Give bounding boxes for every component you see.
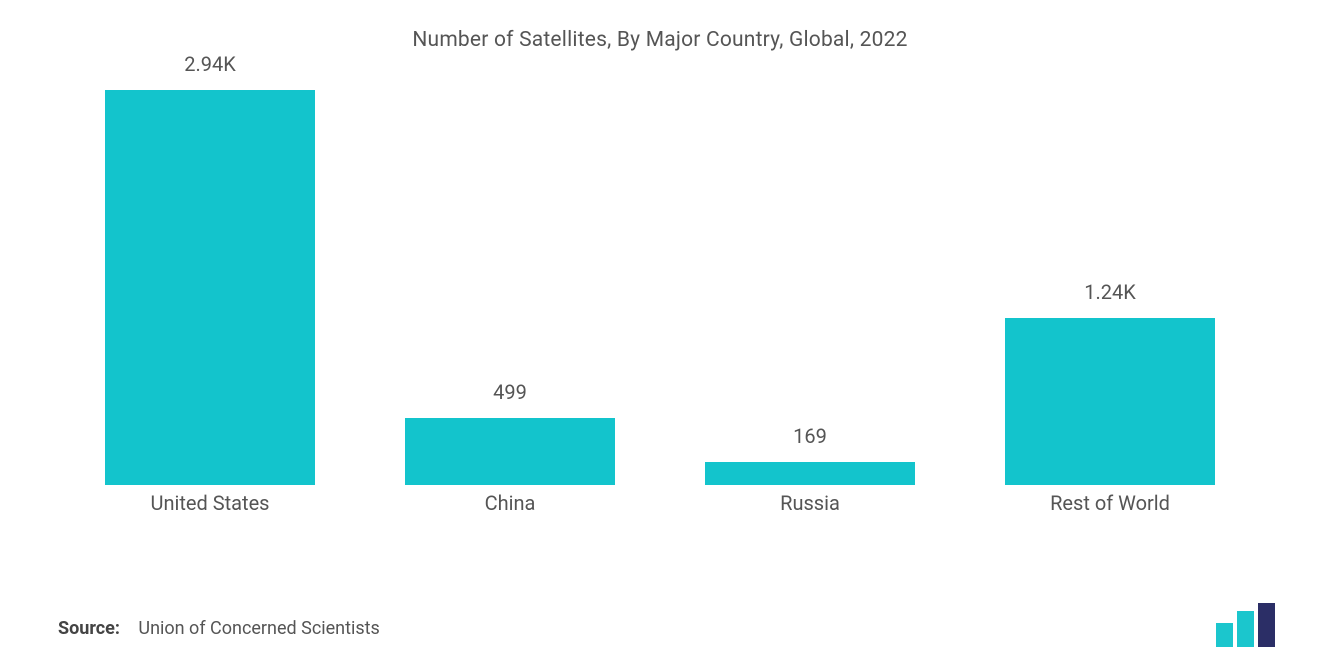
brand-logo [1216, 603, 1280, 647]
plot-region: 2.94K 499 169 1.24K [60, 90, 1260, 485]
category-label: Rest of World [960, 491, 1260, 515]
bar-group: 2.94K [60, 90, 360, 485]
bar: 1.24K [1005, 318, 1215, 485]
logo-bar-3 [1258, 603, 1275, 647]
category-label: China [360, 491, 660, 515]
value-label: 169 [793, 424, 827, 448]
category-label: United States [60, 491, 360, 515]
bar-group: 499 [360, 90, 660, 485]
source-text: Union of Concerned Scientists [138, 618, 379, 639]
chart-area: 2.94K 499 169 1.24K United StatesChinaRussi… [60, 90, 1260, 525]
value-label: 2.94K [184, 52, 236, 76]
chart-title: Number of Satellites, By Major Country, … [0, 0, 1320, 52]
source-attribution: Source: Union of Concerned Scientists [58, 618, 380, 639]
category-label: Russia [660, 491, 960, 515]
logo-bar-2 [1237, 611, 1254, 647]
source-label: Source: [58, 618, 120, 639]
bar: 2.94K [105, 90, 315, 485]
bar: 499 [405, 418, 615, 485]
logo-bar-1 [1216, 623, 1233, 647]
value-label: 1.24K [1084, 280, 1136, 304]
bar-group: 1.24K [960, 90, 1260, 485]
category-labels-row: United StatesChinaRussiaRest of World [60, 485, 1260, 525]
bar-group: 169 [660, 90, 960, 485]
value-label: 499 [493, 380, 527, 404]
bar: 169 [705, 462, 915, 485]
